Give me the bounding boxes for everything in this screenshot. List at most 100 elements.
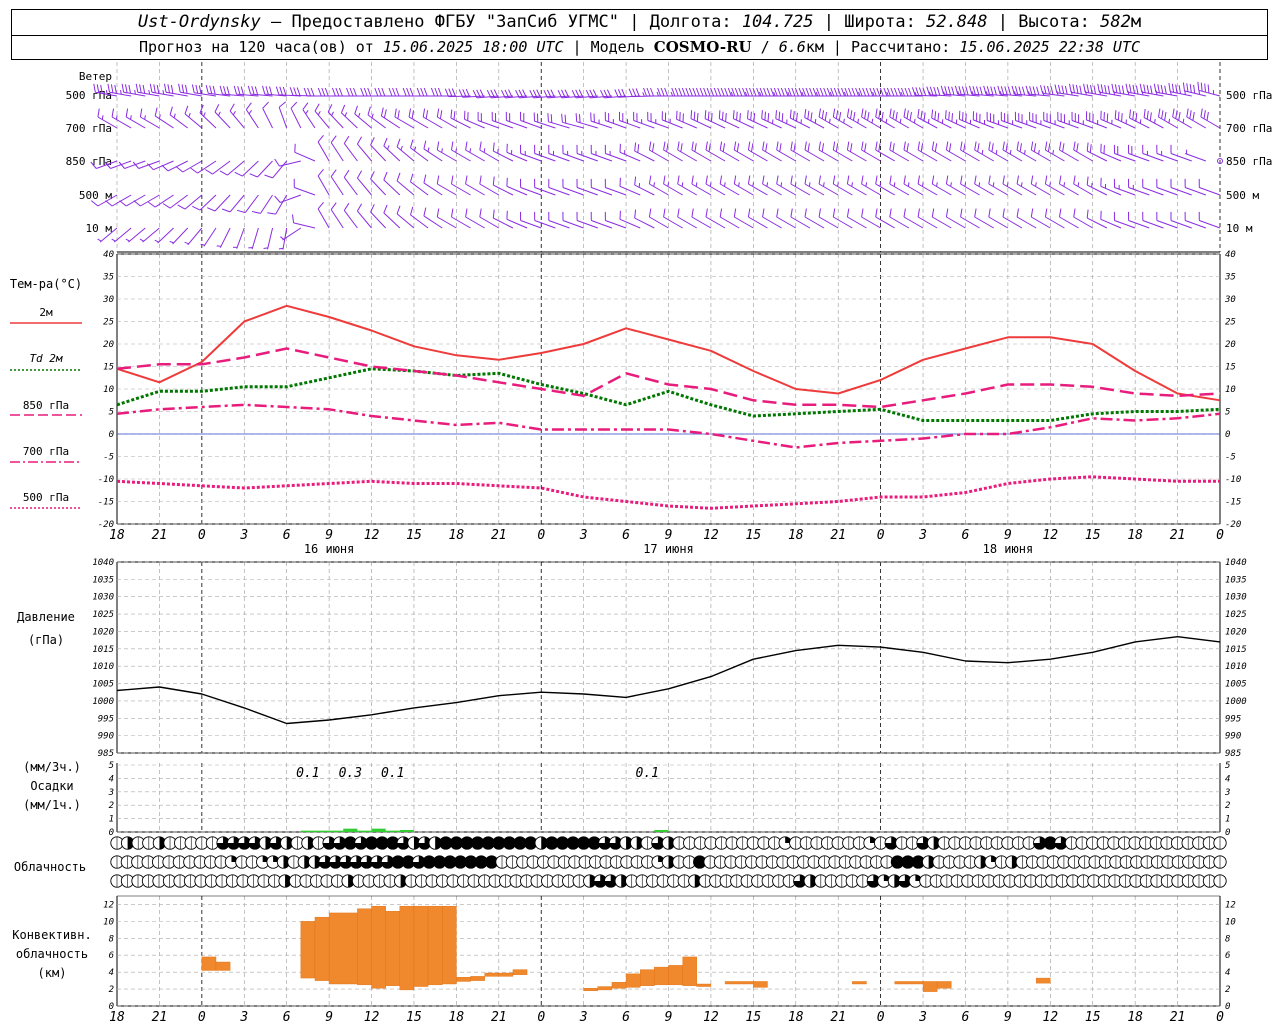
- wind-barb: [1040, 85, 1065, 97]
- precip-bar: [343, 828, 358, 832]
- wind-barb-feather: [947, 86, 951, 95]
- convective-bar: [753, 981, 768, 988]
- lon-value: 104.725: [741, 12, 814, 32]
- y-tick-label: -20: [98, 520, 114, 530]
- wind-barb-feather: [917, 175, 920, 185]
- wind-barb-feather: [296, 87, 301, 96]
- temp-title: Тем-ра(°C): [10, 277, 82, 291]
- cloud-cover-circle: [333, 836, 347, 850]
- wind-barb-shaft: [633, 120, 655, 129]
- wind-barb-feather: [694, 143, 697, 152]
- wind-barb-feather: [719, 208, 723, 218]
- wind-barb: [604, 211, 627, 229]
- wind-barb: [776, 141, 797, 162]
- wind-barb: [790, 175, 811, 196]
- wind-barb-feather: [759, 87, 764, 97]
- cloud-cover-circle: [782, 874, 796, 888]
- wind-barb-feather: [267, 212, 276, 215]
- wind-barb-shaft: [533, 95, 556, 99]
- wind-barb-shaft: [591, 187, 613, 196]
- wind-barb-feather: [1143, 109, 1146, 118]
- wind-barb-feather: [167, 84, 170, 93]
- y-tick-label: 985: [98, 749, 114, 759]
- cloud-cover-circle: [204, 874, 219, 888]
- wind-barb-shaft: [396, 146, 415, 162]
- wind-barb-feather: [846, 141, 850, 151]
- wind-barb-shaft: [465, 183, 485, 196]
- wind-barb-shaft: [833, 216, 853, 229]
- wind-barb-feather: [207, 207, 216, 212]
- wind-barb-feather: [410, 206, 414, 216]
- cloud-circle-fill: [375, 836, 389, 850]
- wind-barb: [818, 141, 839, 162]
- wind-barb: [330, 135, 344, 162]
- wind-barb: [330, 202, 344, 229]
- wind-barb: [294, 143, 316, 162]
- wind-barb-shaft: [861, 216, 881, 229]
- wind-barb-feather: [221, 208, 231, 213]
- wind-barb: [444, 88, 471, 98]
- wind-barb-feather: [571, 89, 577, 99]
- wind-barb: [988, 175, 1009, 196]
- wind-barb-shaft: [167, 160, 188, 172]
- wind-barb: [356, 136, 372, 162]
- wind-barb-feather: [909, 112, 912, 121]
- wind-barb-shaft: [960, 216, 980, 229]
- wind-barb-feather: [321, 87, 326, 97]
- y-tick-label: 6: [109, 951, 114, 961]
- wind-barb-feather: [114, 84, 117, 94]
- wind-barb: [619, 111, 641, 129]
- wind-barb: [614, 88, 641, 98]
- cloud-cover-circle: [453, 855, 468, 869]
- cloud-circle-fill: [545, 836, 559, 850]
- wind-barb-shaft: [279, 160, 301, 167]
- wind-barb-shaft: [605, 220, 627, 229]
- wind-barb: [576, 178, 598, 196]
- wind-barb: [972, 111, 994, 129]
- wind-barb-shaft: [180, 91, 202, 97]
- wind-barb: [1073, 141, 1093, 162]
- wind-barb-shaft: [278, 107, 288, 129]
- wind-barb-shaft: [1199, 187, 1221, 196]
- wind-barb: [262, 85, 287, 97]
- wind-barb: [590, 144, 613, 162]
- wind-barb: [1002, 141, 1023, 162]
- y-tick-label: 8: [1225, 934, 1230, 944]
- wind-barb-shaft: [1172, 116, 1192, 129]
- wind-barb-feather: [346, 87, 350, 97]
- wind-barb-feather: [705, 175, 708, 185]
- wind-barb: [1059, 175, 1079, 196]
- wind-barb-feather: [1097, 83, 1100, 93]
- cloud-cover-circle: [237, 836, 251, 850]
- wind-barb: [1156, 211, 1178, 229]
- wind-barb-feather: [929, 86, 934, 96]
- wind-barb-feather: [804, 109, 807, 118]
- wind-barb: [148, 194, 174, 208]
- wind-barb-feather: [430, 87, 435, 97]
- wind-barb: [506, 143, 528, 162]
- wind-barb-half-feather: [823, 182, 825, 187]
- wind-barb: [719, 208, 740, 229]
- wind-barb-feather: [648, 208, 652, 218]
- wind-barb-feather: [411, 110, 414, 119]
- cloud-cover-circle: [630, 855, 644, 869]
- wind-barb: [464, 110, 485, 129]
- wind-barb: [917, 175, 938, 196]
- wind-barb-feather: [564, 89, 570, 98]
- wind-barb-feather: [719, 141, 723, 151]
- x-tick-label: 0: [198, 528, 206, 543]
- wind-barb-half-feather: [656, 91, 659, 97]
- wind-barb-feather: [1175, 110, 1178, 119]
- wind-barb: [575, 113, 598, 129]
- cloud-cover-circle: [1022, 836, 1036, 850]
- wind-barb: [219, 160, 245, 176]
- wind-barb-half-feather: [999, 91, 1002, 96]
- wind-barb: [410, 173, 429, 196]
- wind-barb: [107, 83, 132, 97]
- wind-barb-shaft: [154, 115, 174, 129]
- wind-barb-half-feather: [667, 182, 670, 187]
- wind-barb: [290, 101, 302, 129]
- cloud-circle-fill: [1044, 836, 1057, 850]
- wind-barb-half-feather: [815, 91, 819, 97]
- wind-barb-feather: [1192, 112, 1195, 121]
